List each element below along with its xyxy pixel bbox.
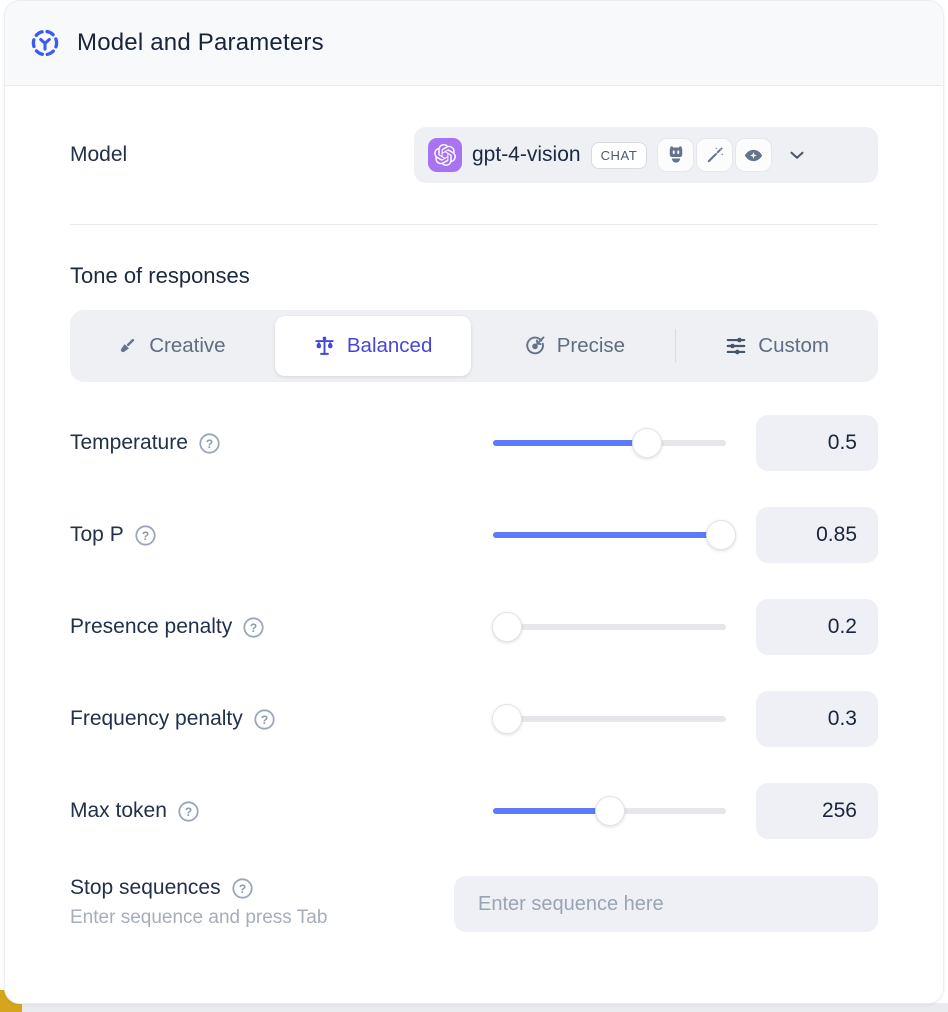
stop-sequences-helper: Enter sequence and press Tab bbox=[70, 907, 328, 928]
tone-option-custom[interactable]: Custom bbox=[679, 316, 875, 376]
model-row: Model gpt-4-vision CHAT bbox=[70, 127, 878, 183]
card-header: Model and Parameters bbox=[5, 1, 943, 86]
svg-text:?: ? bbox=[238, 881, 245, 895]
openai-logo-icon bbox=[428, 138, 462, 172]
help-icon[interactable]: ? bbox=[253, 708, 276, 731]
presence-penalty-slider[interactable] bbox=[491, 612, 726, 642]
frequency-penalty-value[interactable]: 0.3 bbox=[756, 691, 878, 747]
slider-track[interactable] bbox=[493, 624, 726, 630]
stop-sequences-labels: Stop sequences ? Enter sequence and pres… bbox=[70, 876, 327, 929]
presence-penalty-value[interactable]: 0.2 bbox=[756, 599, 878, 655]
tone-option-precise[interactable]: Precise bbox=[477, 316, 673, 376]
temperature-slider[interactable] bbox=[493, 428, 726, 458]
help-icon[interactable]: ? bbox=[231, 877, 254, 900]
top-p-slider[interactable] bbox=[493, 520, 737, 550]
param-label: Max token bbox=[70, 799, 167, 822]
robot-icon bbox=[657, 138, 695, 172]
page-background-strip bbox=[0, 1003, 948, 1012]
help-icon[interactable]: ? bbox=[177, 800, 200, 823]
chat-type-badge: CHAT bbox=[590, 141, 648, 169]
tone-segmented-control: Creative Balanced bbox=[70, 310, 878, 382]
stop-sequence-input[interactable] bbox=[454, 876, 878, 932]
section-divider bbox=[70, 224, 878, 225]
balance-scale-icon bbox=[313, 335, 336, 358]
svg-text:?: ? bbox=[142, 528, 149, 542]
slider-fill bbox=[493, 532, 722, 538]
slider-fill bbox=[493, 440, 647, 446]
param-row-frequency-penalty: Frequency penalty ? 0.3 bbox=[70, 691, 878, 747]
temperature-value[interactable]: 0.5 bbox=[756, 415, 878, 471]
max-token-value[interactable]: 256 bbox=[756, 783, 878, 839]
svg-text:?: ? bbox=[206, 436, 213, 450]
param-row-temperature: Temperature ? 0.5 bbox=[70, 415, 878, 471]
param-label: Top P bbox=[70, 523, 124, 546]
tone-option-label: Precise bbox=[556, 334, 626, 357]
help-icon[interactable]: ? bbox=[134, 524, 157, 547]
model-parameters-card: Model and Parameters Model gpt-4-vision … bbox=[4, 0, 944, 1004]
slider-thumb[interactable] bbox=[594, 796, 625, 826]
sliders-icon bbox=[725, 335, 747, 357]
frequency-penalty-slider[interactable] bbox=[491, 704, 726, 734]
help-icon[interactable]: ? bbox=[242, 616, 265, 639]
stop-sequences-label: Stop sequences bbox=[70, 876, 221, 899]
model-nodes-icon bbox=[29, 27, 61, 59]
vision-eye-icon bbox=[735, 138, 773, 172]
tone-heading: Tone of responses bbox=[70, 263, 250, 288]
slider-thumb[interactable] bbox=[491, 612, 522, 642]
tone-option-balanced[interactable]: Balanced bbox=[274, 316, 471, 376]
param-row-max-token: Max token ? 256 bbox=[70, 783, 878, 839]
svg-text:?: ? bbox=[261, 712, 268, 726]
model-select-dropdown[interactable]: gpt-4-vision CHAT bbox=[414, 127, 878, 183]
param-row-top-p: Top P ? 0.85 bbox=[70, 507, 878, 563]
param-label: Frequency penalty bbox=[70, 707, 243, 730]
slider-fill bbox=[493, 808, 610, 814]
paintbrush-icon bbox=[116, 335, 138, 357]
chevron-down-icon bbox=[786, 144, 808, 166]
param-label: Presence penalty bbox=[70, 615, 233, 638]
slider-thumb[interactable] bbox=[491, 704, 522, 734]
capability-badges bbox=[657, 138, 773, 172]
tone-option-creative[interactable]: Creative bbox=[73, 316, 269, 376]
model-name: gpt-4-vision bbox=[472, 143, 581, 166]
slider-thumb[interactable] bbox=[631, 428, 662, 458]
page-title: Model and Parameters bbox=[77, 29, 324, 56]
slider-thumb[interactable] bbox=[706, 520, 737, 550]
param-label: Temperature bbox=[70, 431, 188, 454]
model-label: Model bbox=[70, 143, 128, 166]
segment-divider bbox=[675, 329, 677, 363]
stop-sequences-row: Stop sequences ? Enter sequence and pres… bbox=[70, 876, 878, 932]
svg-text:?: ? bbox=[185, 804, 192, 818]
tone-option-label: Balanced bbox=[346, 334, 433, 357]
param-row-presence-penalty: Presence penalty ? 0.2 bbox=[70, 599, 878, 655]
slider-track[interactable] bbox=[493, 716, 726, 722]
magic-wand-icon bbox=[696, 138, 734, 172]
top-p-value[interactable]: 0.85 bbox=[756, 507, 878, 563]
target-icon bbox=[524, 335, 546, 357]
max-token-slider[interactable] bbox=[493, 796, 726, 826]
help-icon[interactable]: ? bbox=[198, 432, 221, 455]
tone-option-label: Custom bbox=[758, 334, 829, 357]
svg-text:?: ? bbox=[250, 620, 257, 634]
tone-option-label: Creative bbox=[149, 334, 226, 357]
